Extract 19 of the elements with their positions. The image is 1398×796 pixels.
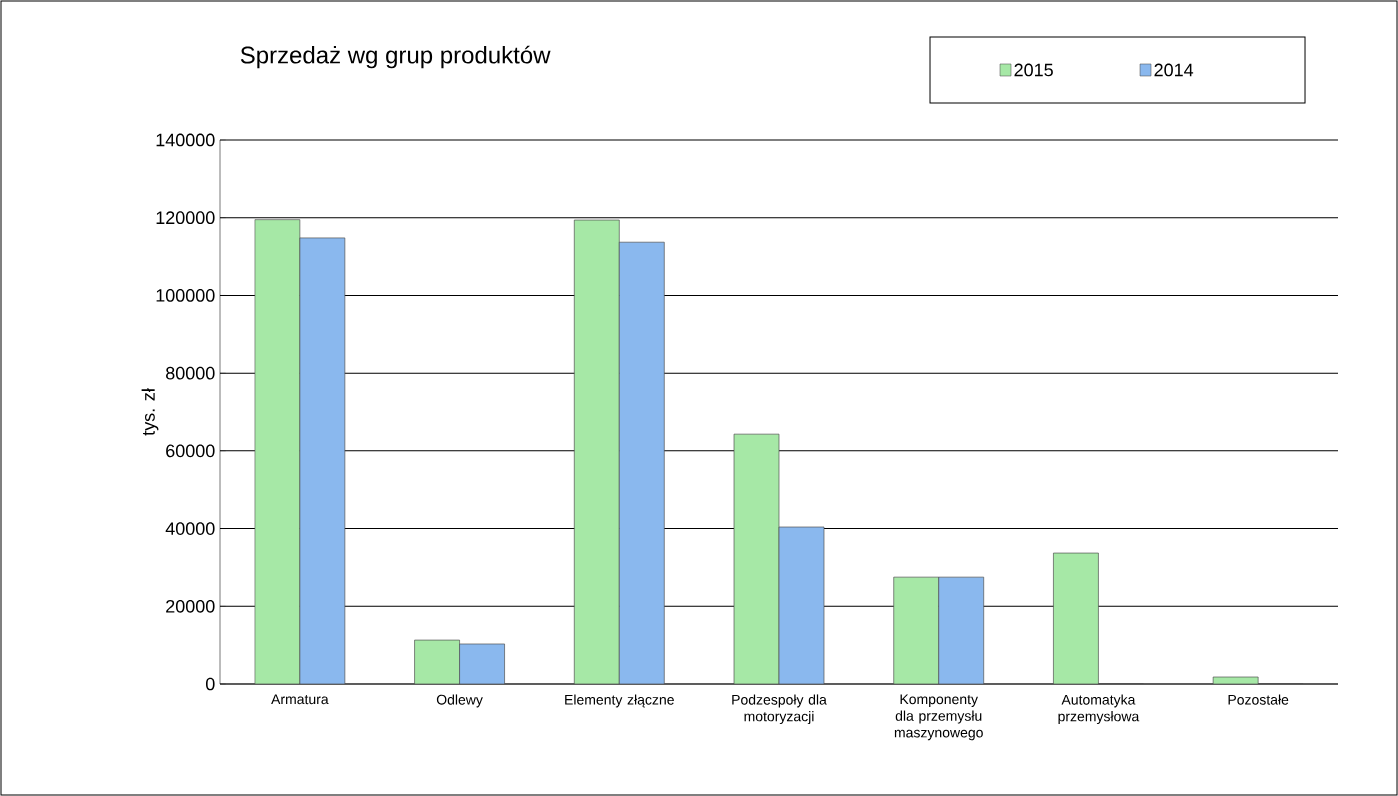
y-tick-label: 80000	[166, 366, 215, 380]
x-tick-label: Pozostałe	[1228, 694, 1289, 705]
legend-label: 2014	[1154, 63, 1194, 77]
y-tick-label: 120000	[156, 211, 215, 225]
y-axis-title: tys. zł	[141, 388, 159, 436]
chart-title: Sprzedaż wg grup produktów	[240, 45, 551, 69]
y-tick-label: 20000	[166, 599, 215, 613]
y-tick-label: 0	[205, 677, 215, 691]
x-tick-label: Komponenty dla przemysłu maszynowego	[894, 694, 983, 741]
x-tick-label: Automatyka przemysłowa	[1058, 694, 1140, 725]
x-tick-label: Elementy złączne	[565, 694, 674, 708]
x-tick-label: Odlewy	[436, 694, 483, 708]
y-tick-label: 140000	[156, 133, 215, 147]
legend-label: 2015	[1014, 63, 1053, 77]
x-tick-label: Armatura	[271, 694, 329, 705]
y-tick-label: 40000	[165, 522, 215, 535]
y-tick-label: 100000	[156, 289, 215, 302]
y-tick-label: 60000	[166, 444, 215, 458]
x-tick-label: Podzespoły dla motoryzacji	[732, 694, 827, 725]
